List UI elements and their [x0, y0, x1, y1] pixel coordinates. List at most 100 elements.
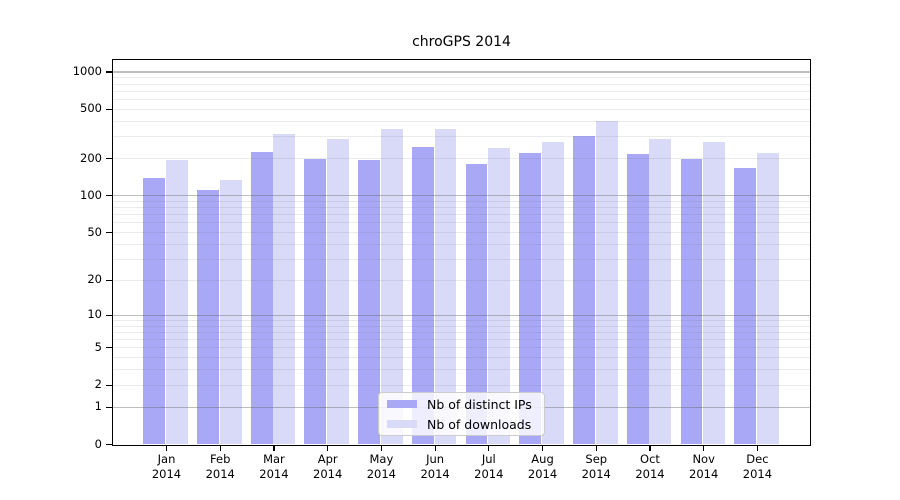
x-label-year: 2014	[259, 467, 289, 481]
y-tick	[106, 347, 113, 349]
major-gridline	[113, 195, 810, 197]
x-tick-label: Jan 2014	[139, 452, 195, 482]
minor-gridline	[113, 207, 810, 209]
bar-distinct-ips	[734, 168, 757, 445]
x-label-month: Nov	[692, 452, 715, 466]
x-label-year: 2014	[151, 467, 182, 481]
y-tick	[106, 384, 113, 386]
x-label-month: Oct	[640, 452, 660, 466]
bar-distinct-ips	[197, 189, 219, 445]
minor-gridline	[113, 200, 810, 202]
y-tick	[106, 71, 113, 73]
x-label-month: Sep	[585, 452, 608, 466]
minor-gridline	[113, 325, 810, 327]
legend-label-distinct-ips: Nb of distinct IPs	[427, 396, 532, 412]
minor-gridline	[113, 158, 810, 160]
bar-distinct-ips	[680, 159, 703, 445]
minor-gridline	[113, 222, 810, 224]
y-tick	[106, 108, 113, 110]
bar-downloads	[434, 129, 457, 445]
y-tick	[106, 406, 113, 408]
bar-downloads	[542, 142, 564, 445]
minor-gridline	[113, 232, 810, 233]
minor-gridline	[113, 357, 810, 359]
y-tick-label: 50	[87, 224, 102, 239]
minor-gridline	[113, 108, 810, 110]
x-tick	[380, 445, 382, 451]
minor-gridline	[113, 99, 810, 100]
y-tick-label: 500	[80, 101, 102, 116]
legend-label-downloads: Nb of downloads	[427, 416, 532, 432]
minor-gridline	[113, 90, 810, 92]
legend-swatch-distinct-ips	[387, 400, 417, 408]
bar-downloads	[703, 142, 725, 445]
bar-downloads	[166, 159, 188, 445]
x-tick-label: Oct 2014	[622, 452, 678, 482]
y-tick	[106, 279, 113, 281]
y-tick-label: 0	[94, 436, 102, 451]
x-label-year: 2014	[366, 467, 397, 481]
legend-swatch-downloads	[387, 420, 417, 428]
bar-downloads	[649, 139, 672, 445]
x-tick	[488, 445, 490, 451]
y-tick-label: 1	[94, 399, 102, 414]
x-label-month: Jul	[481, 452, 496, 466]
bar-downloads	[380, 128, 403, 445]
bar-distinct-ips	[358, 160, 380, 445]
y-tick	[106, 443, 113, 446]
x-label-month: Dec	[746, 452, 769, 466]
x-tick-label: Jun 2014	[407, 452, 463, 482]
x-tick-label: Mar 2014	[246, 452, 302, 482]
minor-gridline	[113, 331, 810, 333]
x-tick	[703, 445, 705, 451]
legend: Nb of distinct IPs Nb of downloads	[378, 392, 545, 436]
legend-item-downloads: Nb of downloads	[387, 417, 536, 432]
x-label-year: 2014	[635, 467, 665, 481]
chart-title: chroGPS 2014	[412, 34, 511, 50]
y-tick-label: 20	[87, 272, 102, 287]
x-label-year: 2014	[689, 467, 719, 481]
bar-distinct-ips	[250, 152, 273, 445]
minor-gridline	[113, 369, 810, 371]
minor-gridline	[113, 83, 810, 85]
y-tick	[106, 157, 113, 160]
minor-gridline	[113, 243, 810, 245]
bar-downloads	[488, 147, 511, 445]
x-tick	[165, 445, 168, 451]
x-tick-label: Apr 2014	[300, 452, 356, 482]
minor-gridline	[113, 136, 810, 138]
bar-distinct-ips	[465, 164, 488, 445]
bar-downloads	[595, 120, 618, 445]
minor-gridline	[113, 77, 810, 79]
major-gridline	[113, 314, 810, 316]
y-tick-label: 5	[94, 339, 102, 354]
x-label-month: Jun	[426, 452, 445, 466]
x-tick	[219, 445, 221, 451]
y-tick	[106, 314, 113, 316]
x-label-year: 2014	[420, 467, 450, 481]
x-label-year: 2014	[527, 467, 558, 481]
x-tick-label: Aug 2014	[515, 452, 571, 482]
minor-gridline	[113, 319, 810, 321]
x-tick-label: May 2014	[353, 452, 409, 482]
x-label-year: 2014	[474, 467, 504, 481]
minor-gridline	[113, 120, 810, 122]
x-tick	[273, 445, 275, 451]
x-label-month: May	[369, 452, 394, 466]
x-tick	[541, 445, 544, 451]
y-tick-label: 100	[80, 187, 102, 202]
x-label-year: 2014	[581, 467, 611, 481]
minor-gridline	[113, 347, 810, 349]
minor-gridline	[113, 339, 810, 341]
bar-distinct-ips	[573, 136, 595, 445]
x-label-month: Apr	[317, 452, 338, 466]
x-label-year: 2014	[205, 467, 235, 481]
x-label-month: Aug	[531, 452, 554, 466]
minor-gridline	[113, 258, 810, 260]
bar-downloads	[273, 133, 296, 445]
x-label-month: Jan	[157, 452, 176, 466]
minor-gridline	[113, 384, 810, 386]
legend-item-distinct-ips: Nb of distinct IPs	[387, 397, 536, 412]
x-tick	[756, 445, 758, 451]
